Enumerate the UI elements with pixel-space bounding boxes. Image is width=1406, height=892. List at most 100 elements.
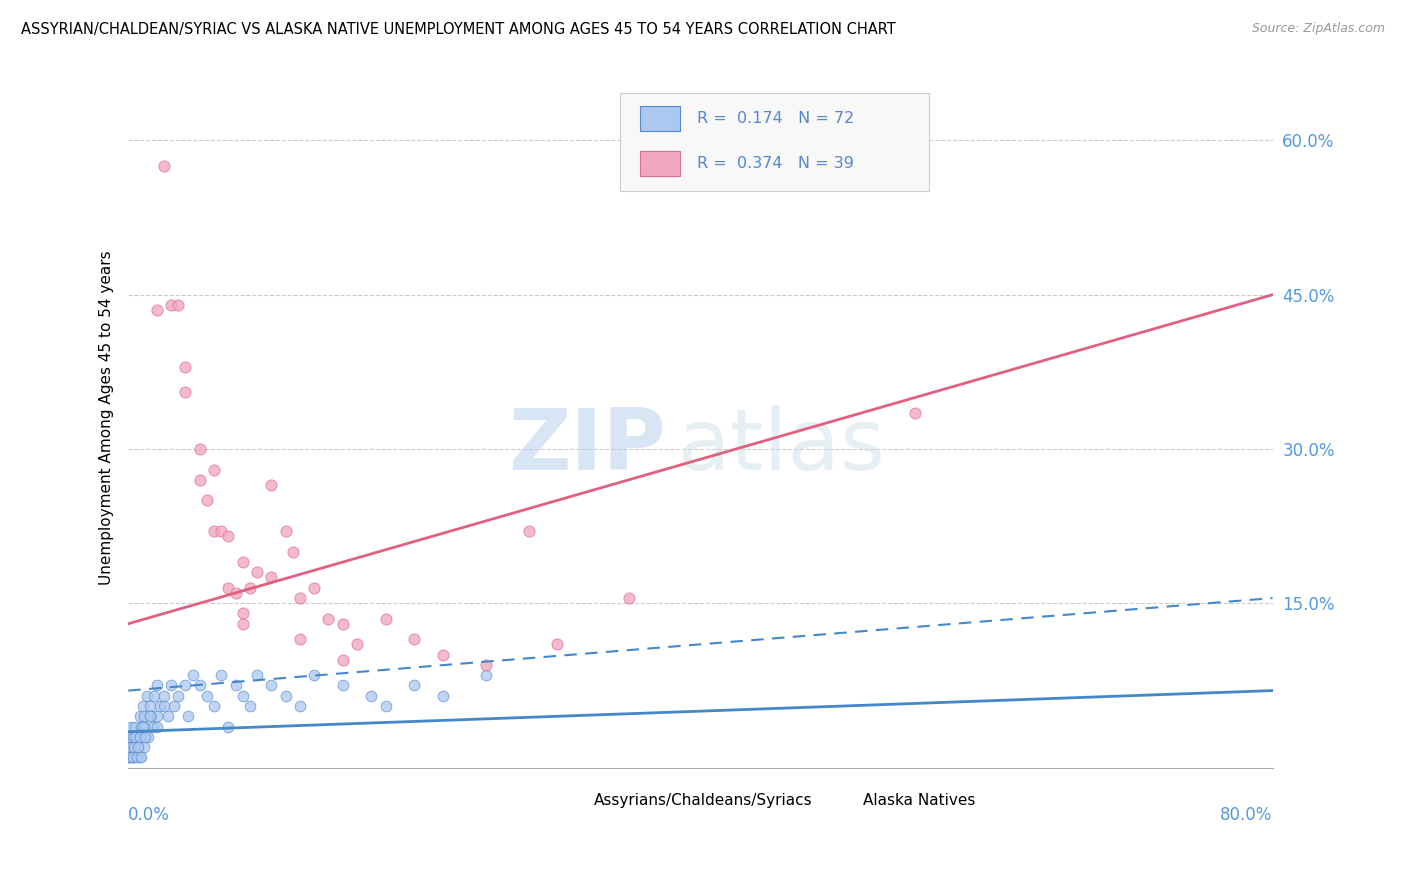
Bar [557, 792, 582, 810]
Point [246, 566, 269, 580]
Point [217, 529, 239, 543]
Point [153, 698, 176, 713]
Point [432, 648, 454, 662]
Bar [640, 151, 679, 176]
Point [188, 473, 211, 487]
Point [374, 612, 396, 626]
Point [174, 359, 197, 374]
Point [153, 689, 176, 703]
Point [332, 616, 354, 631]
Point [617, 591, 640, 605]
Point [129, 720, 152, 734]
Point [217, 581, 239, 595]
Point [360, 689, 382, 703]
Point [904, 406, 927, 420]
Point [135, 689, 157, 703]
Text: Source: ZipAtlas.com: Source: ZipAtlas.com [1251, 22, 1385, 36]
Point [124, 730, 146, 744]
Point [134, 730, 156, 744]
FancyBboxPatch shape [620, 93, 929, 191]
Point [288, 698, 311, 713]
Point [517, 524, 540, 539]
Point [118, 750, 141, 764]
Point [134, 720, 156, 734]
Point [128, 750, 150, 764]
Point [136, 730, 159, 744]
Point [209, 524, 232, 539]
Point [260, 570, 283, 584]
Bar [640, 105, 679, 130]
Point [232, 555, 254, 569]
Point [177, 709, 200, 723]
Point [146, 709, 169, 723]
Point [128, 709, 150, 723]
Point [132, 740, 155, 755]
Point [157, 709, 180, 723]
Point [260, 678, 283, 692]
Point [546, 637, 568, 651]
Point [260, 478, 283, 492]
Point [121, 730, 143, 744]
Point [281, 545, 304, 559]
Point [188, 678, 211, 692]
Point [142, 720, 165, 734]
Text: 80.0%: 80.0% [1220, 806, 1272, 824]
Point [121, 750, 143, 764]
Point [346, 637, 368, 651]
Text: atlas: atlas [678, 405, 886, 488]
Point [404, 678, 426, 692]
Point [232, 616, 254, 631]
Point [195, 493, 218, 508]
Text: 0.0%: 0.0% [128, 806, 170, 824]
Text: Alaska Natives: Alaska Natives [863, 793, 976, 808]
Point [217, 720, 239, 734]
Text: Assyrians/Chaldeans/Syriacs: Assyrians/Chaldeans/Syriacs [593, 793, 813, 808]
Point [274, 524, 297, 539]
Point [174, 385, 197, 400]
Point [143, 689, 166, 703]
Point [232, 607, 254, 621]
Text: ZIP: ZIP [509, 405, 666, 488]
Point [149, 698, 172, 713]
Point [239, 698, 262, 713]
Point [138, 698, 160, 713]
Point [318, 612, 340, 626]
Point [117, 750, 139, 764]
Point [174, 678, 197, 692]
Point [202, 524, 225, 539]
Point [239, 581, 262, 595]
Point [120, 740, 142, 755]
Point [332, 678, 354, 692]
Point [288, 632, 311, 647]
Point [288, 591, 311, 605]
Point [274, 689, 297, 703]
Point [202, 698, 225, 713]
Point [475, 657, 498, 672]
Point [432, 689, 454, 703]
Point [118, 730, 141, 744]
Point [121, 750, 143, 764]
Point [118, 750, 141, 764]
Point [374, 698, 396, 713]
Y-axis label: Unemployment Among Ages 45 to 54 years: Unemployment Among Ages 45 to 54 years [100, 251, 114, 585]
Point [131, 720, 153, 734]
Point [131, 698, 153, 713]
Point [202, 462, 225, 476]
Bar [827, 792, 852, 810]
Point [146, 303, 169, 318]
Point [225, 678, 247, 692]
Point [122, 740, 145, 755]
Point [120, 740, 142, 755]
Point [129, 750, 152, 764]
Point [302, 668, 325, 682]
Point [122, 740, 145, 755]
Point [167, 689, 190, 703]
Point [139, 709, 162, 723]
Text: R =  0.174   N = 72: R = 0.174 N = 72 [697, 111, 855, 126]
Point [127, 740, 149, 755]
Point [163, 698, 186, 713]
Point [167, 298, 190, 312]
Point [404, 632, 426, 647]
Point [475, 668, 498, 682]
Point [125, 750, 148, 764]
